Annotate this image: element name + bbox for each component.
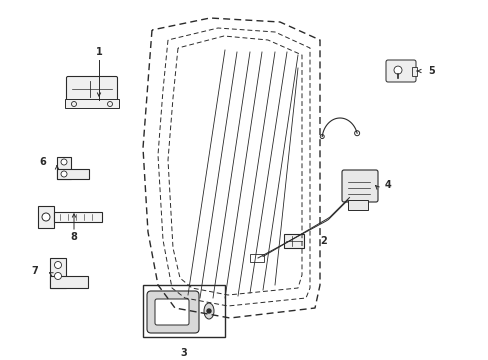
Circle shape <box>320 135 324 139</box>
FancyBboxPatch shape <box>411 67 416 76</box>
FancyBboxPatch shape <box>66 77 117 102</box>
FancyBboxPatch shape <box>38 206 54 228</box>
FancyBboxPatch shape <box>50 258 66 288</box>
Circle shape <box>54 273 61 279</box>
FancyBboxPatch shape <box>155 299 189 325</box>
Circle shape <box>71 102 76 107</box>
FancyBboxPatch shape <box>57 157 71 179</box>
FancyBboxPatch shape <box>50 276 88 288</box>
Text: 1: 1 <box>96 47 102 57</box>
Circle shape <box>61 159 67 165</box>
Text: 7: 7 <box>31 266 38 276</box>
FancyBboxPatch shape <box>284 234 304 248</box>
Text: 2: 2 <box>319 236 326 246</box>
FancyBboxPatch shape <box>385 60 415 82</box>
Text: 6: 6 <box>39 157 46 167</box>
Text: 3: 3 <box>180 348 187 358</box>
Text: 8: 8 <box>70 232 77 242</box>
Circle shape <box>393 66 401 74</box>
Circle shape <box>42 213 50 221</box>
Circle shape <box>61 171 67 177</box>
FancyBboxPatch shape <box>249 254 264 262</box>
Text: 4: 4 <box>384 180 391 190</box>
Circle shape <box>107 102 112 107</box>
FancyBboxPatch shape <box>341 170 377 202</box>
FancyBboxPatch shape <box>54 212 102 222</box>
FancyBboxPatch shape <box>142 285 224 337</box>
Text: 5: 5 <box>427 66 434 76</box>
FancyBboxPatch shape <box>65 99 119 108</box>
FancyBboxPatch shape <box>147 291 199 333</box>
FancyBboxPatch shape <box>57 169 89 179</box>
Ellipse shape <box>203 303 214 319</box>
FancyBboxPatch shape <box>347 200 367 210</box>
Circle shape <box>54 261 61 269</box>
Circle shape <box>354 131 359 136</box>
Circle shape <box>206 309 210 313</box>
